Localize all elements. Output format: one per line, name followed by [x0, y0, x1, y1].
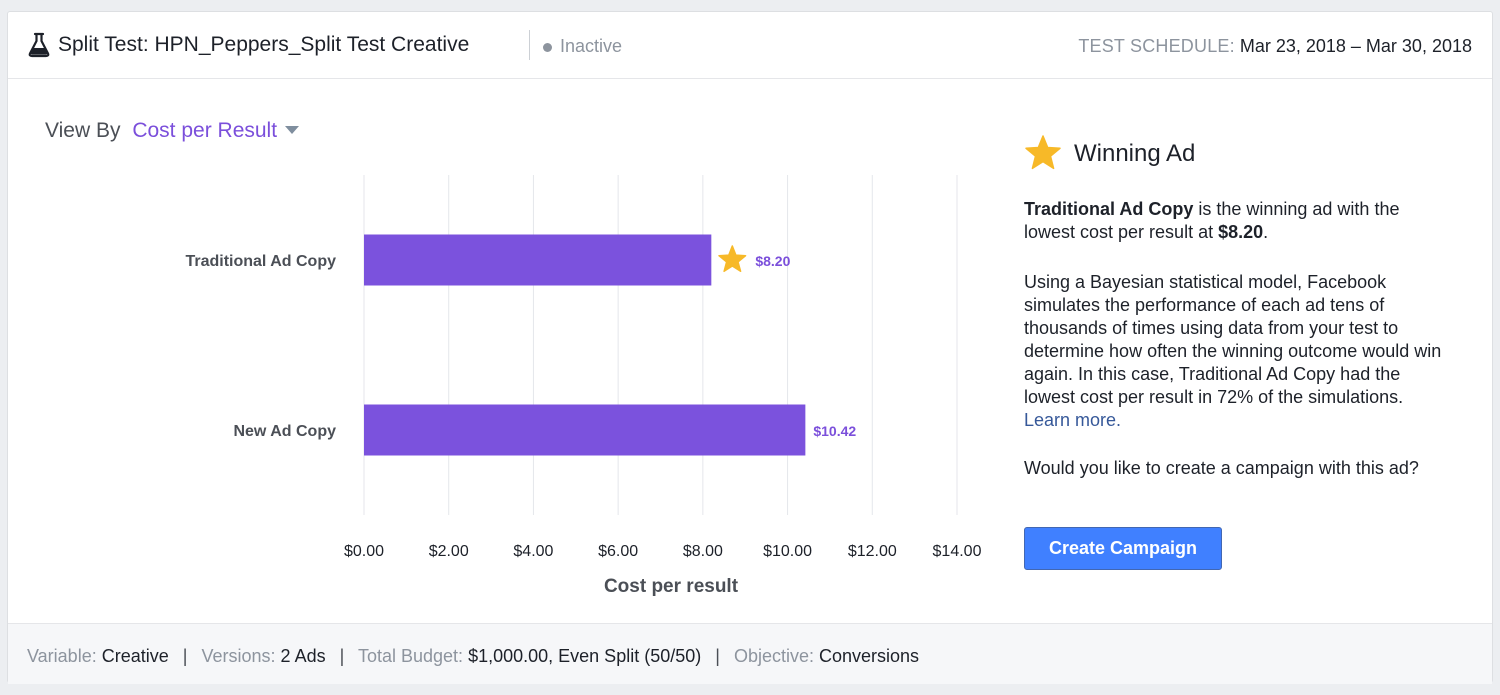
card-footer: Variable: Creative | Versions: 2 Ads | T…: [8, 623, 1492, 684]
status-badge: Inactive: [560, 36, 623, 56]
footer-separator: |: [715, 646, 720, 666]
x-tick-label: $12.00: [848, 543, 897, 560]
test-schedule: TEST SCHEDULE: Mar 23, 2018 – Mar 30, 20…: [1078, 36, 1472, 57]
data-label: $10.42: [813, 423, 856, 439]
x-tick-label: $0.00: [344, 543, 384, 560]
schedule-value: Mar 23, 2018 – Mar 30, 2018: [1239, 36, 1472, 56]
x-tick-label: $10.00: [763, 543, 812, 560]
create-campaign-prompt: Would you like to create a campaign with…: [1024, 458, 1419, 478]
view-by-control: View By Cost per Result: [45, 119, 300, 143]
versions-label: Versions:: [201, 646, 276, 666]
winner-ad-name: Traditional Ad Copy: [1024, 199, 1194, 219]
card-header: Split Test: HPN_Peppers_Split Test Creat…: [8, 12, 1492, 79]
objective-value: Conversions: [819, 646, 920, 666]
versions-value: 2 Ads: [280, 646, 326, 666]
status-dot-icon: [543, 43, 552, 52]
page-title: Split Test: HPN_Peppers_Split Test Creat…: [58, 33, 470, 56]
bar: [364, 404, 806, 456]
category-label: Traditional Ad Copy: [185, 253, 336, 270]
view-by-selected: Cost per Result: [132, 119, 278, 142]
methodology-body: Using a Bayesian statistical model, Face…: [1024, 272, 1442, 407]
schedule-label: TEST SCHEDULE:: [1078, 36, 1235, 56]
learn-more-link[interactable]: Learn more.: [1024, 410, 1122, 430]
create-campaign-button[interactable]: Create Campaign: [1024, 527, 1222, 570]
star-icon: [1025, 135, 1061, 170]
category-label: New Ad Copy: [233, 423, 336, 440]
flask-icon: [28, 32, 50, 58]
footer-separator: |: [182, 646, 188, 666]
winner-summary-text: is the winning ad with the lowest cost p…: [1024, 199, 1400, 242]
x-tick-label: $6.00: [598, 543, 638, 560]
winner-star-icon: [718, 245, 747, 273]
budget-value: $1,000.00, Even Split (50/50): [468, 646, 702, 666]
winner-cost: $8.20: [1218, 222, 1264, 242]
bar: [364, 234, 712, 286]
x-axis-title: Cost per result: [604, 576, 739, 597]
budget-label: Total Budget:: [357, 646, 464, 666]
view-by-dropdown[interactable]: Cost per Result: [132, 119, 300, 142]
title-divider: [529, 30, 530, 60]
winner-summary-end: .: [1263, 222, 1269, 242]
data-label: $8.20: [755, 253, 790, 269]
methodology-text: Using a Bayesian statistical model, Face…: [1024, 271, 1449, 432]
chevron-down-icon: [285, 126, 300, 134]
variable-label: Variable:: [27, 646, 97, 666]
winning-ad-title: Winning Ad: [1074, 140, 1196, 167]
split-test-card: Split Test: HPN_Peppers_Split Test Creat…: [7, 11, 1493, 684]
x-tick-label: $2.00: [429, 543, 469, 560]
x-tick-label: $4.00: [513, 543, 553, 560]
objective-label: Objective:: [733, 646, 814, 666]
x-tick-label: $8.00: [683, 543, 723, 560]
footer-separator: |: [339, 646, 345, 666]
x-tick-label: $14.00: [933, 543, 982, 560]
winner-summary: Traditional Ad Copy is the winning ad wi…: [1024, 198, 1449, 244]
test-details: Variable: Creative | Versions: 2 Ads | T…: [27, 646, 919, 667]
view-by-label: View By: [45, 119, 121, 142]
variable-value: Creative: [101, 646, 169, 666]
cost-per-result-chart: $0.00 $2.00 $4.00 $6.00 $8.00 $10.00 $12.00 $14…: [185, 175, 982, 597]
